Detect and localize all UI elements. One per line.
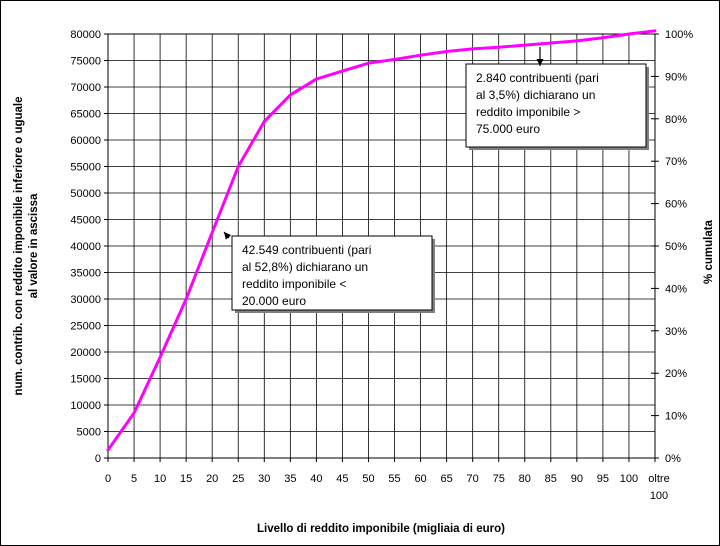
x-tick-label: 5 [131, 473, 137, 485]
y-tick-label: 25000 [70, 321, 101, 333]
line-point [315, 77, 318, 81]
y-tick-label: 5000 [77, 427, 101, 439]
y2-tick-label: 50% [665, 241, 687, 253]
x-tick-label: 35 [284, 473, 296, 485]
x-tick-label: oltre [648, 473, 669, 485]
line-point [627, 32, 631, 36]
x-tick-label: 15 [180, 473, 192, 485]
annotation-text: al 3,5%) dichiarano un [476, 88, 595, 102]
annotation-text: reddito imponibile < [242, 277, 346, 291]
line-point [393, 58, 396, 61]
y-tick-label: 10000 [70, 400, 101, 412]
x-tick-label: 90 [571, 473, 583, 485]
line-point [132, 411, 136, 415]
x-tick-label: 65 [440, 473, 452, 485]
y2-tick-label: 60% [665, 199, 687, 211]
y-tick-label: 80000 [70, 29, 101, 41]
annotation-arrowhead [536, 59, 544, 66]
y-tick-label: 20000 [70, 347, 101, 359]
line-point [549, 41, 553, 45]
y-tick-label: 55000 [70, 162, 101, 174]
x-tick-label: 70 [467, 473, 479, 485]
line-point [263, 120, 266, 123]
y2-tick-label: 20% [665, 368, 687, 380]
line-point [419, 54, 422, 57]
annotation-text: 75.000 euro [476, 122, 540, 136]
y2-tick-label: 70% [665, 156, 687, 168]
line-point [210, 231, 214, 234]
cumulative-line [106, 29, 657, 452]
y2-tick-label: 0% [665, 453, 681, 465]
x-tick-label: 50 [362, 473, 374, 485]
line-point [497, 46, 500, 49]
x-tick-label: 20 [206, 473, 218, 485]
y-tick-label: 35000 [70, 268, 101, 280]
x-tick-label: 25 [232, 473, 244, 485]
annotation-box [231, 235, 433, 311]
line-point [575, 39, 579, 43]
line-point [341, 69, 344, 73]
y2-axis-title: % cumulata [703, 219, 715, 284]
annotation-text: reddito imponibile > [476, 105, 580, 119]
y-tick-label: 50000 [70, 188, 101, 200]
y-tick-label: 30000 [70, 294, 101, 306]
y2-tick-label: 40% [665, 283, 687, 295]
line-point [237, 165, 240, 168]
x-tick-label: 100 [620, 473, 638, 485]
x-tick-label: 30 [258, 473, 270, 485]
x-tick-label: 45 [336, 473, 348, 485]
annotation-text: 2.840 contribuenti (pari [476, 71, 599, 85]
x-tick-label: 80 [519, 473, 531, 485]
x-tick-label: 40 [310, 473, 322, 485]
x-tick-label: 60 [414, 473, 426, 485]
y-tick-label: 70000 [70, 82, 101, 94]
line-point [445, 50, 448, 53]
y2-tick-label: 30% [665, 326, 687, 338]
x-tick-label: 10 [154, 473, 166, 485]
line-point [184, 297, 188, 301]
y2-tick-label: 90% [665, 71, 687, 83]
line-point [523, 43, 526, 47]
y-axis-title: al valore in ascissa [28, 193, 40, 298]
line-point [653, 29, 657, 33]
y-tick-label: 65000 [70, 109, 101, 121]
annotation-text: 20.000 euro [242, 294, 306, 308]
y-tick-label: 45000 [70, 215, 101, 227]
y2-tick-label: 10% [665, 411, 687, 423]
x-tick-label: 95 [597, 473, 609, 485]
x-tick-label: 75 [493, 473, 505, 485]
x-tick-label: 55 [388, 473, 400, 485]
line-point [158, 356, 162, 359]
y-axis-title: num. contrib. con reddito imponibile inf… [13, 96, 25, 395]
x-tick-label: 100 [650, 490, 668, 502]
y2-tick-label: 100% [665, 29, 693, 41]
y2-tick-label: 80% [665, 114, 687, 126]
y-tick-label: 0 [95, 453, 101, 465]
annotation-box [465, 63, 647, 148]
line-point [289, 93, 292, 97]
y-tick-label: 40000 [70, 241, 101, 253]
y-tick-label: 15000 [70, 374, 101, 386]
annotation-arrowhead [224, 232, 232, 240]
x-axis-title: Livello di reddito imponibile (migliaia … [257, 523, 505, 535]
line-point [601, 36, 605, 39]
annotation-text: 42.549 contribuenti (pari [242, 243, 371, 257]
annotation-text: al 52,8%) dichiarano un [242, 260, 368, 274]
x-tick-label: 0 [105, 473, 111, 485]
y-tick-label: 60000 [70, 135, 101, 147]
line-point [471, 47, 474, 51]
line-point [367, 61, 370, 65]
y-tick-label: 75000 [70, 56, 101, 68]
line-point [106, 448, 110, 452]
x-tick-label: 85 [545, 473, 557, 485]
